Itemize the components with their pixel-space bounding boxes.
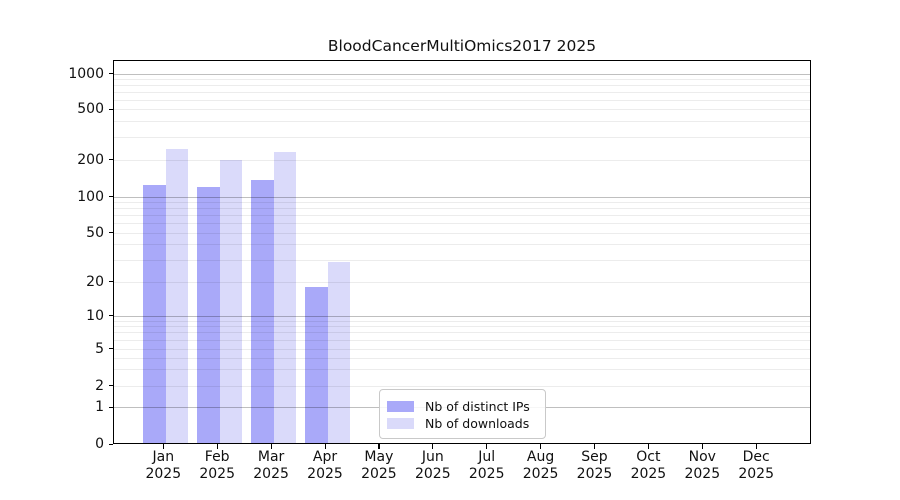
x-tick-label-aug-2025: Aug 2025: [522, 449, 559, 482]
y-tick-mark: [108, 315, 113, 317]
bar-nb-of-distinct-ips-mar-2025: [251, 180, 274, 444]
gridline-minor: [114, 215, 810, 217]
bar-nb-of-distinct-ips-apr-2025: [305, 286, 328, 444]
legend: Nb of distinct IPs Nb of downloads: [379, 389, 546, 439]
gridline-minor: [114, 84, 810, 86]
y-tick-mark: [108, 232, 113, 234]
gridline-minor: [114, 91, 810, 93]
gridline-minor: [114, 339, 810, 341]
x-tick-mark: [270, 444, 272, 449]
legend-label-downloads: Nb of downloads: [425, 416, 530, 431]
gridline-minor: [114, 232, 810, 234]
x-tick-label-oct-2025: Oct 2025: [630, 449, 667, 482]
y-tick-label: 1000: [68, 65, 104, 82]
legend-item-downloads: Nb of downloads: [387, 415, 545, 432]
y-tick-label: 1: [95, 399, 104, 415]
bar-nb-of-downloads-feb-2025: [219, 159, 243, 444]
legend-swatch-distinct-ips: [387, 400, 414, 413]
gridline-minor: [114, 348, 810, 350]
y-tick-mark: [108, 108, 113, 110]
x-tick-mark: [378, 444, 380, 449]
y-tick-label: 50: [86, 224, 104, 241]
gridline-major: [114, 196, 810, 198]
bar-nb-of-distinct-ips-feb-2025: [197, 186, 220, 444]
gridline-minor: [114, 320, 810, 322]
y-tick-mark: [108, 443, 113, 445]
x-tick-mark: [755, 444, 757, 449]
x-tick-mark: [324, 444, 326, 449]
gridline-minor: [114, 244, 810, 246]
x-tick-mark: [486, 444, 488, 449]
gridline-minor: [114, 385, 810, 387]
y-tick-mark: [108, 196, 113, 198]
x-tick-label-feb-2025: Feb 2025: [199, 449, 235, 482]
y-tick-label: 0: [95, 436, 104, 452]
y-tick-label: 500: [77, 101, 104, 117]
y-tick-label: 20: [86, 273, 104, 290]
gridline-minor: [114, 78, 810, 80]
y-tick-mark: [108, 348, 113, 350]
y-tick-label: 100: [77, 188, 104, 205]
y-tick-label: 2: [95, 377, 104, 394]
x-tick-label-jul-2025: Jul 2025: [468, 449, 505, 482]
x-tick-label-apr-2025: Apr 2025: [307, 449, 343, 482]
y-tick-mark: [108, 73, 113, 75]
x-tick-mark: [540, 444, 542, 449]
gridline-minor: [114, 137, 810, 139]
x-tick-mark: [162, 444, 164, 449]
gridline-minor: [114, 332, 810, 334]
x-tick-mark: [594, 444, 596, 449]
gridline-minor: [114, 357, 810, 359]
gridline-minor: [114, 326, 810, 328]
bar-nb-of-downloads-jan-2025: [165, 149, 189, 444]
y-tick-label: 5: [95, 340, 104, 357]
legend-item-distinct-ips: Nb of distinct IPs: [387, 398, 545, 415]
x-tick-mark: [701, 444, 703, 449]
y-tick-label: 10: [86, 307, 104, 324]
x-tick-mark: [216, 444, 218, 449]
y-tick-mark: [108, 406, 113, 408]
gridline-minor: [114, 159, 810, 161]
y-tick-label: 200: [77, 151, 104, 168]
gridline-minor: [114, 208, 810, 210]
gridline-major: [114, 73, 810, 75]
legend-swatch-downloads: [387, 417, 414, 430]
x-tick-label-sep-2025: Sep 2025: [576, 449, 613, 482]
gridline-minor: [114, 99, 810, 101]
x-tick-label-may-2025: May 2025: [361, 449, 397, 482]
x-tick-label-mar-2025: Mar 2025: [253, 449, 289, 482]
y-tick-mark: [108, 159, 113, 161]
x-tick-label-jun-2025: Jun 2025: [414, 449, 451, 482]
chart-title: BloodCancerMultiOmics2017 2025: [327, 37, 597, 55]
bar-nb-of-distinct-ips-jan-2025: [143, 184, 166, 444]
x-tick-label-dec-2025: Dec 2025: [738, 449, 774, 482]
legend-label-distinct-ips: Nb of distinct IPs: [425, 399, 530, 414]
x-tick-label-jan-2025: Jan 2025: [145, 449, 182, 482]
x-tick-label-nov-2025: Nov 2025: [684, 449, 721, 482]
y-tick-mark: [108, 385, 113, 387]
x-tick-mark: [647, 444, 650, 449]
gridline-minor: [114, 259, 810, 261]
gridline-minor: [114, 281, 810, 283]
gridline-minor: [114, 223, 810, 225]
gridline-minor: [114, 201, 810, 203]
gridline-minor: [114, 121, 810, 123]
bar-nb-of-downloads-mar-2025: [273, 151, 297, 444]
gridline-minor: [114, 109, 810, 110]
y-tick-mark: [108, 281, 113, 283]
bar-nb-of-downloads-apr-2025: [327, 261, 350, 444]
x-tick-mark: [432, 444, 434, 449]
gridline-minor: [114, 369, 810, 371]
gridline-major: [114, 315, 810, 317]
